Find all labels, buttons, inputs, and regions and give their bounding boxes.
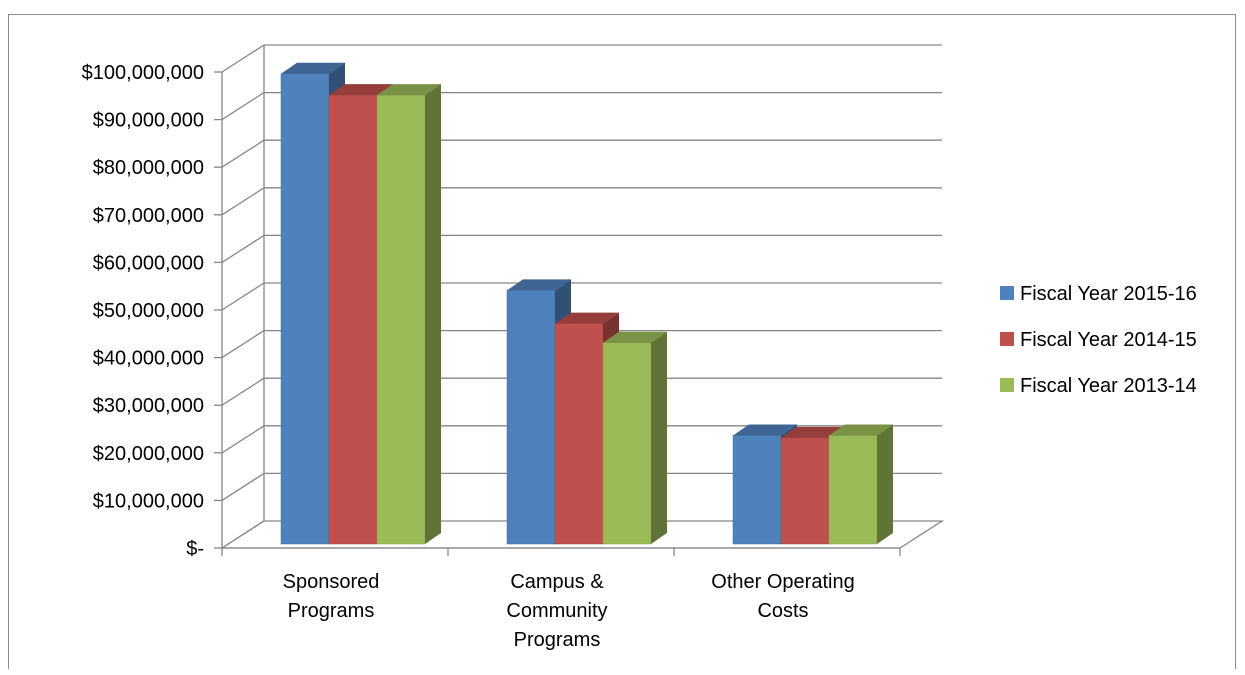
bar [602,331,667,545]
bar [376,84,441,545]
legend-swatch [1000,378,1014,392]
gridline [221,44,942,73]
x-category-label: Costs [757,600,808,622]
x-category-label: Programs [288,600,375,622]
legend-entry: Fiscal Year 2014-15 [1000,329,1197,351]
bar [828,424,893,545]
axis-labels: $- $10,000,000 $20,000,000 $30,000,000 $40,0… [82,62,855,651]
bar [554,312,619,545]
legend-label: Fiscal Year 2015-16 [1020,283,1197,305]
y-tick-label: $40,000,000 [93,348,204,370]
y-tick-label: $30,000,000 [93,395,204,417]
x-category-label: Community [506,600,607,622]
x-category-label: Sponsored [283,571,380,593]
y-tick-label: $- [186,538,204,560]
legend-label: Fiscal Year 2014-15 [1020,329,1197,351]
x-category-label: Other Operating [711,571,854,593]
x-category-label: Campus & [510,571,604,593]
legend: Fiscal Year 2015-16 Fiscal Year 2014-15 Fi… [1000,283,1197,397]
y-tick-label: $60,000,000 [93,252,204,274]
y-tick-label: $10,000,000 [93,490,204,512]
legend-entry: Fiscal Year 2015-16 [1000,283,1197,305]
y-tick-label: $90,000,000 [93,110,204,132]
legend-entry: Fiscal Year 2013-14 [1000,375,1197,397]
y-tick-label: $100,000,000 [82,62,204,84]
y-tick-label: $70,000,000 [93,205,204,227]
x-category-label: Programs [514,629,601,651]
legend-swatch [1000,332,1014,346]
y-tick-label: $80,000,000 [93,157,204,179]
bars [280,62,893,545]
y-tick-label: $50,000,000 [93,300,204,322]
legend-swatch [1000,286,1014,300]
legend-label: Fiscal Year 2013-14 [1020,375,1197,397]
axes [214,71,901,556]
y-tick-label: $20,000,000 [93,443,204,465]
